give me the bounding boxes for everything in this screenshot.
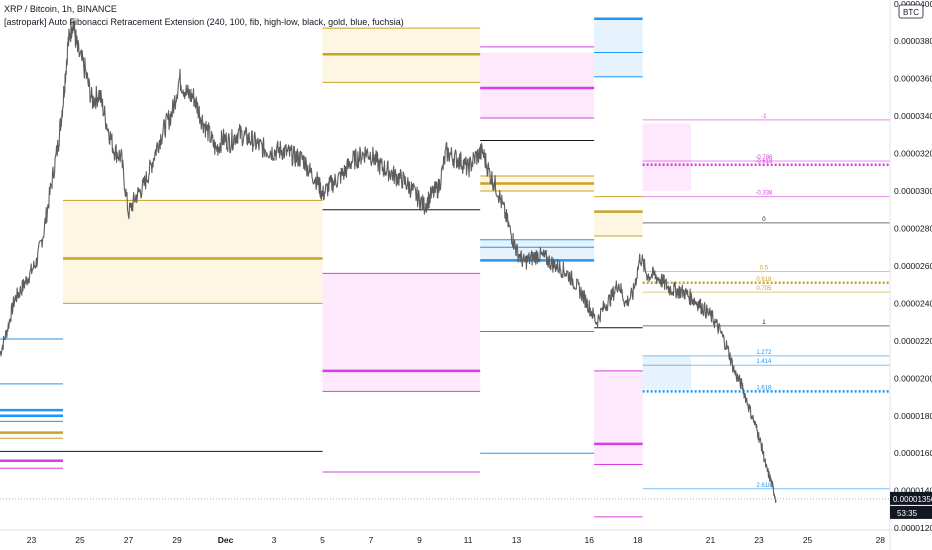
y-tick-label-14: 0.00004000 [894, 0, 932, 9]
countdown-badge [890, 505, 932, 519]
current-level-label-8: 1 [762, 320, 766, 326]
x-tick-label-15: 25 [803, 535, 813, 545]
x-tick-label-10: 13 [512, 535, 522, 545]
current-level-label-9: 1.272 [756, 350, 772, 356]
x-tick-label-8: 9 [417, 535, 422, 545]
current-level-label-10: 1.414 [756, 359, 772, 365]
fib-zone-5-0 [594, 18, 643, 77]
x-tick-label-13: 21 [706, 535, 716, 545]
fib-zone-5-2 [594, 370, 643, 465]
x-tick-label-2: 27 [124, 535, 134, 545]
x-tick-label-11: 16 [585, 535, 595, 545]
currency-badge-label: BTC [903, 8, 919, 17]
current-level-label-4: 0 [762, 217, 766, 223]
fib-zone-4-2 [480, 239, 595, 261]
x-tick-label-12: 18 [633, 535, 643, 545]
current-level-label-3: -0.338 [755, 191, 773, 197]
fib-zone-6-1 [642, 355, 692, 390]
currency-badge[interactable] [898, 4, 924, 19]
fib-zone-4-0 [480, 52, 595, 118]
fib-level-lines [0, 17, 643, 518]
x-tick-label-0: 23 [27, 535, 37, 545]
x-tick-label-4: Dec [218, 535, 234, 545]
current-level-label-2: -0.618 [755, 159, 773, 165]
indicator-legend[interactable]: [astropark] Auto Fibonacci Retracement E… [4, 17, 404, 27]
x-tick-label-6: 5 [320, 535, 325, 545]
fib-zone-fills [63, 18, 692, 465]
current-level-label-7: 0.705 [756, 286, 772, 292]
fib-zone-3-1 [322, 273, 481, 392]
x-tick-label-9: 11 [464, 535, 473, 545]
x-tick-label-5: 3 [272, 535, 277, 545]
fib-zone-5-1 [594, 211, 643, 236]
current-level-label-11: 1.618 [756, 385, 772, 391]
current-level-label-1: -0.786 [755, 155, 773, 161]
current-level-label-12: 2.618 [756, 483, 772, 489]
fib-zone-6-0 [642, 123, 692, 192]
x-axis-ticks[interactable]: 23 25 27 29 Dec 3 5 7 9 11 13 16 18 21 23 25 28 [27, 535, 886, 545]
fib-zone-2-0 [63, 200, 323, 304]
price-line [0, 19, 777, 504]
current-level-label-5: 0.5 [760, 266, 769, 272]
chart-title: XRP / Bitcoin, 1h, BINANCE [4, 4, 117, 14]
current-level-label-0: -1 [761, 114, 767, 120]
current-fib-levels: -1 -0.786-0.618 -0.338 0 0.5 0.618 0.705 1 1.272… [642, 114, 890, 490]
last-price-badge [890, 491, 932, 505]
current-level-label-6: 0.618 [756, 277, 772, 283]
x-tick-label-16: 28 [876, 535, 886, 545]
x-tick-label-7: 7 [369, 535, 374, 545]
x-tick-label-3: 29 [172, 535, 182, 545]
price-series [0, 19, 777, 504]
x-tick-label-14: 23 [754, 535, 764, 545]
price-badges: 0.00001356 53:35 BTC [0, 4, 932, 519]
x-tick-label-1: 25 [75, 535, 85, 545]
countdown-label: 53:35 [897, 509, 918, 518]
last-price-label: 0.00001356 [893, 495, 932, 504]
